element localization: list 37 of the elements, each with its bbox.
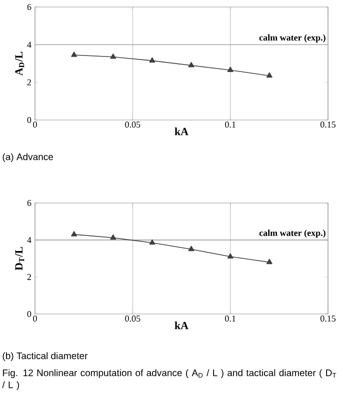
- y-tick-label: 0: [27, 116, 32, 124]
- point: [266, 258, 272, 264]
- text: (b) Tactical diameter: [2, 352, 88, 362]
- x-tick-label: 0.05: [125, 122, 140, 128]
- y-tick-label: 4: [27, 42, 32, 48]
- y-tick-label: 2: [27, 79, 31, 86]
- point: [71, 231, 78, 236]
- y-tick-label: 2: [27, 274, 31, 280]
- text: (a) Advance: [2, 153, 53, 162]
- y-tick-label: 0: [27, 310, 32, 318]
- point: [110, 54, 116, 59]
- point: [188, 246, 194, 252]
- x-tick-label: 0.15: [320, 122, 336, 128]
- x-axis-title: kA: [174, 322, 188, 330]
- y-tick-label: 4: [27, 237, 32, 243]
- ref-line-label: calm water (exp.): [259, 230, 326, 238]
- point: [266, 72, 272, 78]
- text: Fig. 12 Nonlinear computation of advance ( A$_{D}$ / L ) and tactical diameter ( D$_{T}$ / L ): [2, 369, 336, 390]
- x-axis-title: kA: [174, 128, 188, 136]
- x-tick-label: 0.1: [225, 316, 236, 322]
- point: [71, 52, 78, 57]
- x-tick-label: 0.15: [320, 316, 336, 322]
- y-tick-label: 6: [27, 200, 32, 206]
- x-tick-label: 0.05: [125, 316, 140, 322]
- x-tick-label: 0.1: [225, 122, 236, 128]
- point: [149, 239, 156, 245]
- y-tick-label: 6: [27, 4, 32, 10]
- point: [188, 62, 194, 68]
- point: [227, 253, 234, 259]
- ref-line-label: calm water (exp.): [259, 34, 326, 42]
- x-tick-label: 0: [33, 122, 37, 128]
- y-axis-title: A$_{D}$/L: [15, 52, 24, 76]
- x-tick-label: 0: [33, 316, 37, 322]
- point: [110, 234, 116, 240]
- point: [149, 57, 156, 63]
- y-axis-title: D$_{T}$/L: [15, 246, 24, 270]
- point: [227, 66, 234, 72]
